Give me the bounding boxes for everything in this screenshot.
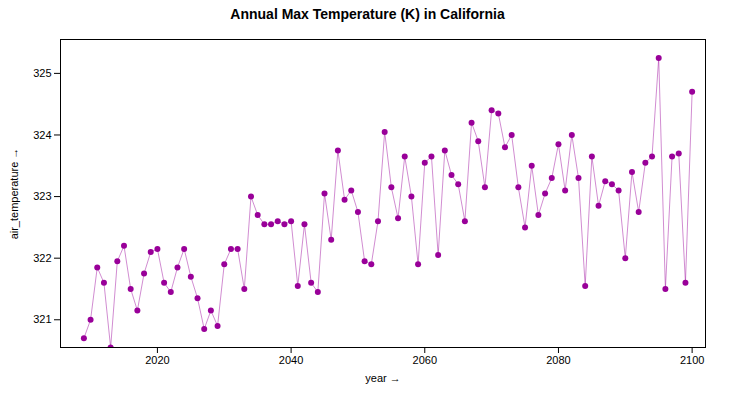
svg-text:2060: 2060 bbox=[413, 354, 437, 366]
svg-text:air_temperature →: air_temperature → bbox=[8, 148, 20, 240]
svg-text:321: 321 bbox=[33, 313, 51, 325]
svg-text:2100: 2100 bbox=[680, 354, 704, 366]
svg-text:322: 322 bbox=[33, 252, 51, 264]
svg-text:2080: 2080 bbox=[546, 354, 570, 366]
html-text:Annual Max Temperature (K) in: Annual Max Temperature (K) in California bbox=[230, 6, 505, 22]
svg-text:325: 325 bbox=[33, 67, 51, 79]
svg-text:year →: year → bbox=[365, 372, 400, 384]
svg-text:2020: 2020 bbox=[145, 354, 169, 366]
svg-text:323: 323 bbox=[33, 190, 51, 202]
svg-text:2040: 2040 bbox=[279, 354, 303, 366]
svg-text:324: 324 bbox=[33, 129, 51, 141]
